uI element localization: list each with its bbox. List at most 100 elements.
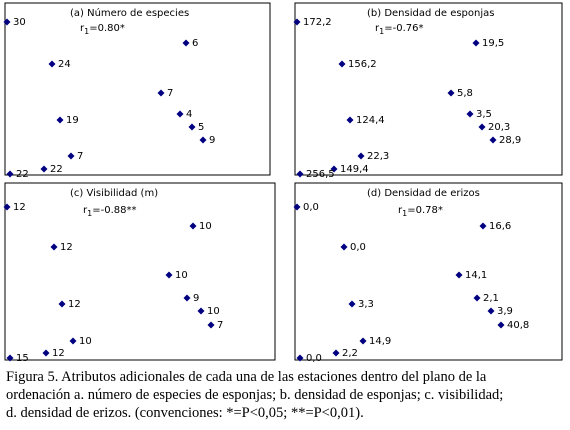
stat-symbol: r — [375, 23, 380, 34]
stat-value: =0.78* — [407, 205, 443, 216]
stat-subscript: 1 — [84, 27, 89, 36]
station-marker — [165, 271, 173, 279]
station-label: 0,0 — [350, 242, 366, 253]
station-marker — [207, 321, 215, 329]
station-marker — [197, 307, 205, 315]
station-label: 16,6 — [489, 221, 511, 232]
station-label: 10 — [175, 270, 188, 281]
station-label: 256,5 — [306, 169, 335, 180]
station-marker — [332, 349, 340, 357]
station-marker — [50, 243, 58, 251]
station-label: 40,8 — [507, 320, 529, 331]
station-marker — [330, 165, 338, 173]
station-marker — [69, 337, 77, 345]
station-marker — [340, 243, 348, 251]
caption-line: d. densidad de erizos. (convenciones: *=… — [6, 405, 364, 421]
station-label: 12 — [60, 242, 73, 253]
station-label: 172,2 — [303, 17, 332, 28]
panel-frame — [4, 182, 276, 361]
station-label: 3,9 — [497, 306, 513, 317]
station-marker — [48, 60, 56, 68]
station-marker — [199, 136, 207, 144]
station-label: 6 — [192, 38, 198, 49]
station-marker — [3, 18, 11, 26]
station-label: 9 — [193, 293, 199, 304]
station-label: 19,5 — [482, 38, 504, 49]
station-label: 22 — [16, 169, 29, 180]
station-label: 0,0 — [306, 353, 322, 364]
panel-title: (b) Densidad de esponjas — [367, 8, 494, 19]
stat-value: =-0.76* — [384, 23, 423, 34]
station-marker — [338, 60, 346, 68]
station-label: 149,4 — [340, 164, 369, 175]
station-marker — [466, 110, 474, 118]
stat-symbol: r — [83, 205, 88, 216]
station-marker — [3, 203, 11, 211]
station-label: 28,9 — [499, 135, 521, 146]
panel-frame — [294, 2, 563, 176]
station-marker — [478, 123, 486, 131]
station-marker — [189, 222, 197, 230]
station-marker — [6, 354, 14, 362]
station-label: 4 — [186, 109, 192, 120]
station-marker — [473, 294, 481, 302]
station-marker — [176, 110, 184, 118]
station-marker — [42, 349, 50, 357]
station-label: 5,8 — [457, 88, 473, 99]
station-label: 10 — [79, 336, 92, 347]
station-label: 12 — [68, 299, 81, 310]
station-label: 10 — [199, 221, 212, 232]
station-label: 2,2 — [342, 348, 358, 359]
station-marker — [296, 354, 304, 362]
panel-stat: r1=-0.88** — [83, 205, 136, 218]
station-label: 7 — [167, 88, 173, 99]
station-label: 3,3 — [358, 299, 374, 310]
station-label: 156,2 — [348, 59, 377, 70]
station-marker — [67, 152, 75, 160]
station-marker — [479, 222, 487, 230]
station-marker — [40, 165, 48, 173]
caption-line: Figura 5. Atributos adicionales de cada … — [6, 369, 487, 385]
station-marker — [56, 116, 64, 124]
station-label: 22,3 — [367, 151, 389, 162]
panel-stat: r1=-0.76* — [375, 23, 423, 36]
station-label: 24 — [58, 59, 71, 70]
panel: (b) Densidad de esponjas r1=-0.76* 172,2 19… — [293, 2, 563, 180]
station-marker — [455, 271, 463, 279]
station-marker — [359, 337, 367, 345]
station-marker — [6, 170, 14, 178]
station-label: 22 — [50, 164, 63, 175]
station-marker — [472, 39, 480, 47]
caption-line: ordenación a. número de especies de espo… — [6, 387, 503, 403]
station-marker — [58, 300, 66, 308]
station-label: 15 — [16, 353, 29, 364]
station-marker — [489, 136, 497, 144]
station-marker — [346, 116, 354, 124]
stat-value: =-0.88** — [92, 205, 136, 216]
station-marker — [447, 89, 455, 97]
panel-frame — [294, 182, 563, 361]
station-marker — [497, 321, 505, 329]
panel-title: (c) Visibilidad (m) — [70, 188, 158, 199]
station-marker — [293, 18, 301, 26]
stat-subscript: 1 — [379, 27, 384, 36]
station-marker — [188, 123, 196, 131]
station-label: 7 — [217, 320, 223, 331]
panel-title: (a) Número de especies — [70, 7, 189, 19]
panel: (d) Densidad de erizos r1=0.78* 0,0 16,6 0,0… — [293, 182, 563, 364]
station-label: 14,9 — [369, 336, 391, 347]
station-label: 20,3 — [488, 122, 510, 133]
station-label: 3,5 — [476, 109, 492, 120]
station-marker — [296, 170, 304, 178]
station-label: 30 — [13, 17, 26, 28]
station-marker — [157, 89, 165, 97]
station-marker — [182, 39, 190, 47]
station-label: 10 — [207, 306, 220, 317]
station-label: 124,4 — [356, 115, 385, 126]
station-label: 14,1 — [465, 270, 487, 281]
station-label: 9 — [209, 135, 215, 146]
station-label: 12 — [52, 348, 65, 359]
panel: (a) Número de especiesr1=0.80*3062471945… — [3, 2, 271, 180]
